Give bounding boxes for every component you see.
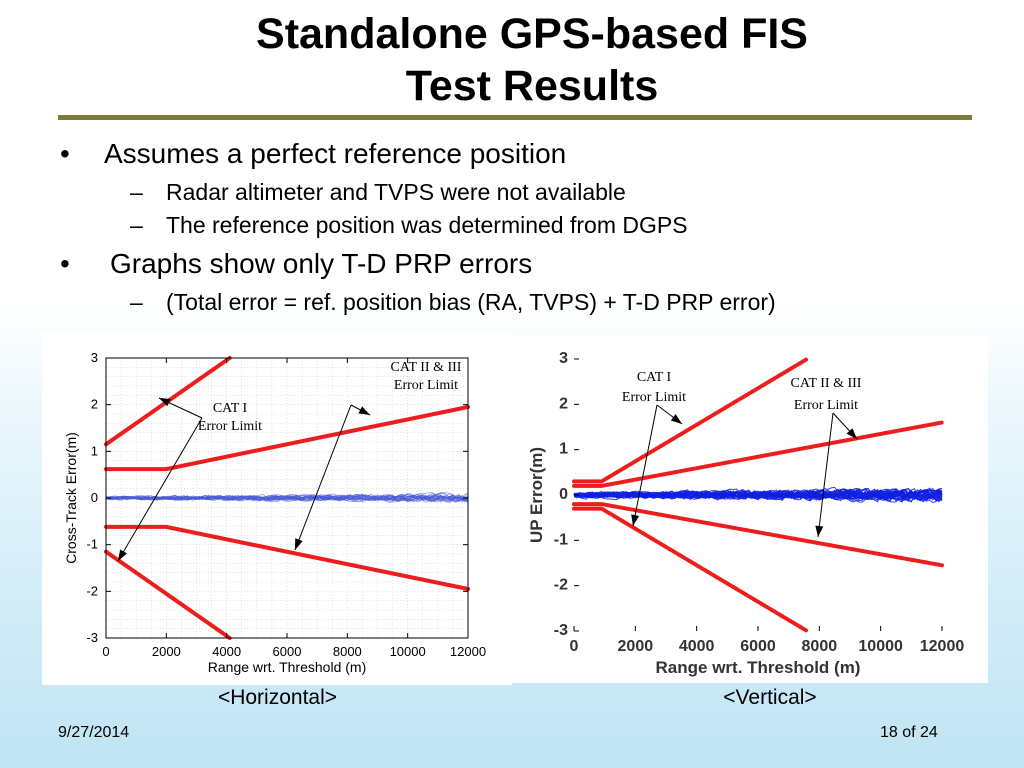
bullet-dot: • xyxy=(60,138,70,169)
horizontal-chart: 0 2000 4000 6000 8000 10000 12000 -3 -2 -1 0 1 2 3 CA… xyxy=(63,350,486,675)
x-tick-label: 8000 xyxy=(802,638,838,655)
y-tick-label: 2 xyxy=(559,395,568,412)
x-tick-label: 10000 xyxy=(858,638,903,655)
error-limit-line xyxy=(572,506,810,633)
annotation-arrow-line xyxy=(817,412,834,538)
y-axis-label: Cross-Track Error(m) xyxy=(63,432,79,564)
y-tick-label: -2 xyxy=(554,577,568,594)
y-tick-label: -2 xyxy=(86,583,98,598)
x-tick-label: 8000 xyxy=(333,644,362,659)
annotation-arrows xyxy=(631,404,858,538)
annotation-arrow-line xyxy=(632,404,658,527)
vertical-caption: <Vertical> xyxy=(723,686,817,709)
chart-ticks: 0 2000 4000 6000 8000 10000 12000 -3 -2 -1 0 1 2 3 xyxy=(86,350,486,659)
sub-bullet-text: (Total error = ref. position bias (RA, T… xyxy=(166,289,776,315)
sub-bullet-text: The reference position was determined fr… xyxy=(166,212,688,238)
vertical-chart: 0 2000 4000 6000 8000 10000 12000 -3 -2 -1 0 1 2 3 CA… xyxy=(527,350,965,677)
annotation-arrow-head xyxy=(159,398,171,407)
y-tick-label: -3 xyxy=(554,622,568,639)
x-tick-label: 12000 xyxy=(920,638,965,655)
x-tick-label: 0 xyxy=(102,644,109,659)
annotation-arrow-head xyxy=(631,514,640,526)
y-tick-label: 0 xyxy=(559,486,568,503)
annotation-arrow-head xyxy=(358,406,370,415)
annotation-cat1-line2: Error Limit xyxy=(198,419,262,434)
error-traces xyxy=(105,492,469,504)
title-divider xyxy=(58,115,972,120)
error-traces xyxy=(573,486,943,504)
slide-title: Standalone GPS-based FIS Test Results xyxy=(0,8,1024,112)
chart-series xyxy=(104,356,470,640)
error-limit-line xyxy=(104,524,470,591)
annotation-cat1-line1: CAT I xyxy=(637,370,672,385)
x-tick-label: 2000 xyxy=(618,638,654,655)
annotation-arrow-head xyxy=(815,525,824,537)
x-tick-label: 4000 xyxy=(212,644,241,659)
annotation-arrow-head xyxy=(670,414,682,424)
chart-series xyxy=(572,357,944,633)
x-axis-label: Range wrt. Threshold (m) xyxy=(656,658,861,677)
x-tick-label: 4000 xyxy=(679,638,715,655)
vertical-chart-panel: 0 2000 4000 6000 8000 10000 12000 -3 -2 -1 0 1 2 3 CA… xyxy=(512,335,988,683)
sub-bullet-dash: – xyxy=(130,179,143,205)
y-tick-label: -3 xyxy=(86,630,98,645)
annotation-arrow-head xyxy=(295,538,303,550)
annotation-arrow-line xyxy=(117,417,203,562)
error-limit-line xyxy=(104,549,232,640)
bullet-text: Graphs show only T-D PRP errors xyxy=(110,248,533,279)
error-limit-line xyxy=(104,405,470,472)
annotation-cat2-3-line2: Error Limit xyxy=(394,378,458,393)
slide-title-line2: Test Results xyxy=(405,62,659,110)
annotation-arrows xyxy=(117,397,371,562)
annotation-arrow-line xyxy=(294,404,352,551)
annotation-arrow-head xyxy=(846,428,857,439)
x-axis-label: Range wrt. Threshold (m) xyxy=(208,659,366,675)
annotation-cat1-line2: Error Limit xyxy=(622,390,686,405)
error-trace-line xyxy=(105,493,469,502)
horizontal-chart-panel: 0 2000 4000 6000 8000 10000 12000 -3 -2 -1 0 1 2 3 CA… xyxy=(42,333,512,685)
y-tick-label: -1 xyxy=(86,537,98,552)
error-limit-line xyxy=(572,357,810,484)
x-tick-label: 10000 xyxy=(390,644,426,659)
y-tick-label: 3 xyxy=(91,350,98,365)
annotation-cat1-line1: CAT I xyxy=(213,401,248,416)
annotation-cat2-3-line2: Error Limit xyxy=(794,398,858,413)
footer-page-number: 18 of 24 xyxy=(880,724,938,741)
x-tick-label: 0 xyxy=(570,638,579,655)
y-tick-label: 1 xyxy=(559,441,568,458)
x-tick-label: 6000 xyxy=(740,638,776,655)
sub-bullet-text: Radar altimeter and TVPS were not availa… xyxy=(166,179,626,205)
error-trace-line xyxy=(573,488,943,502)
bullet-text: Assumes a perfect reference position xyxy=(104,138,567,169)
x-tick-label: 6000 xyxy=(273,644,302,659)
annotation-arrow-head xyxy=(118,549,128,561)
sub-bullet-dash: – xyxy=(130,289,143,315)
bullet-dot: • xyxy=(60,248,70,279)
x-tick-label: 12000 xyxy=(450,644,486,659)
error-limit-line xyxy=(572,420,944,488)
y-tick-label: 0 xyxy=(91,490,98,505)
sub-bullet-dash: – xyxy=(130,212,143,238)
error-limit-line xyxy=(572,502,944,568)
footer-date: 9/27/2014 xyxy=(58,724,130,741)
y-axis-label: UP Error(m) xyxy=(527,447,546,543)
y-tick-label: -1 xyxy=(554,531,568,548)
y-tick-label: 3 xyxy=(559,350,568,367)
x-tick-label: 2000 xyxy=(152,644,181,659)
horizontal-caption: <Horizontal> xyxy=(217,686,338,709)
annotation-cat2-3-line1: CAT II & III xyxy=(791,376,862,391)
slide-title-line1: Standalone GPS-based FIS xyxy=(256,10,808,58)
y-tick-label: 2 xyxy=(91,397,98,412)
y-tick-label: 1 xyxy=(91,443,98,458)
chart-ticks: 0 2000 4000 6000 8000 10000 12000 -3 -2 -1 0 1 2 3 xyxy=(554,350,965,655)
annotation-cat2-3-line1: CAT II & III xyxy=(391,360,462,375)
